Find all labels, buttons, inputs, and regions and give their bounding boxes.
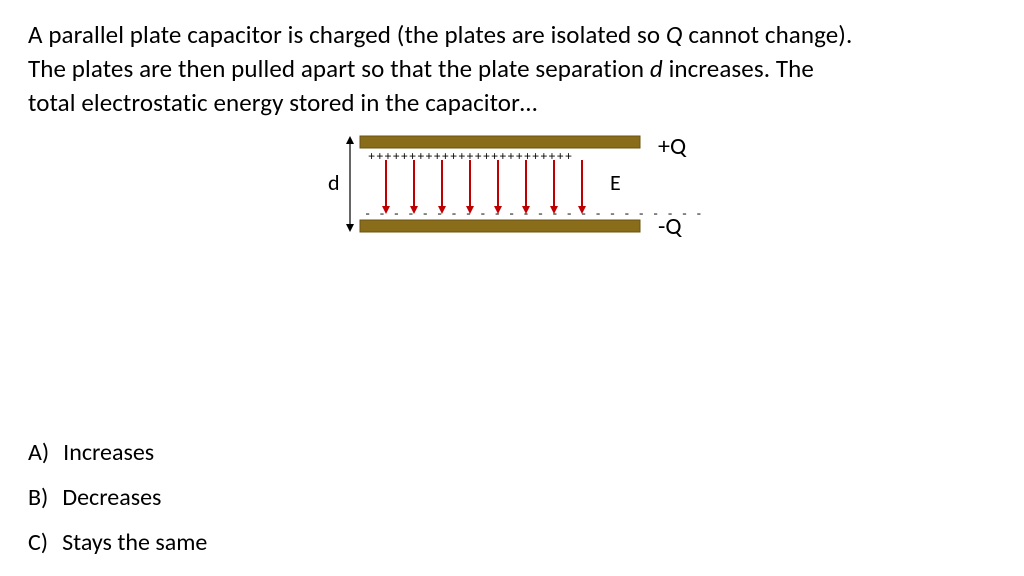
answer-options: A) Increases B) Decreases C) Stays the same <box>28 438 207 573</box>
option-a-letter: A) <box>28 438 49 467</box>
option-c-letter: C) <box>28 528 48 557</box>
top-plate <box>360 136 640 148</box>
option-b-text: Decreases <box>62 483 161 512</box>
q-line1-pre: A parallel plate capacitor is charged (t… <box>28 19 666 50</box>
option-c-text: Stays the same <box>62 528 207 557</box>
field-label-E: E <box>610 169 621 196</box>
q-line2-pre: The plates are then pulled apart so that… <box>28 53 650 84</box>
bottom-plate <box>360 220 640 232</box>
q-line1-post: cannot change). <box>683 19 853 50</box>
option-a-text: Increases <box>63 438 154 467</box>
option-b-letter: B) <box>28 483 48 512</box>
dimension-arrow-down <box>346 224 354 232</box>
charge-label-minusQ: -Q <box>658 212 682 241</box>
q-line2-post: increases. The <box>663 53 814 84</box>
option-a[interactable]: A) Increases <box>28 438 207 467</box>
q-var-d: d <box>650 53 663 84</box>
option-b[interactable]: B) Decreases <box>28 483 207 512</box>
q-line3: total electrostatic energy stored in the… <box>28 87 537 118</box>
capacitor-svg: +++++++++++++++++++++++++- - - - - - - -… <box>310 130 710 260</box>
capacitor-diagram: +++++++++++++++++++++++++- - - - - - - -… <box>310 130 710 260</box>
dimension-arrow-up <box>346 136 354 144</box>
dimension-label-d: d <box>328 169 340 196</box>
question-text: A parallel plate capacitor is charged (t… <box>28 18 1000 119</box>
charge-label-plusQ: +Q <box>658 132 687 161</box>
option-c[interactable]: C) Stays the same <box>28 528 207 557</box>
q-var-Q: Q <box>666 19 683 50</box>
